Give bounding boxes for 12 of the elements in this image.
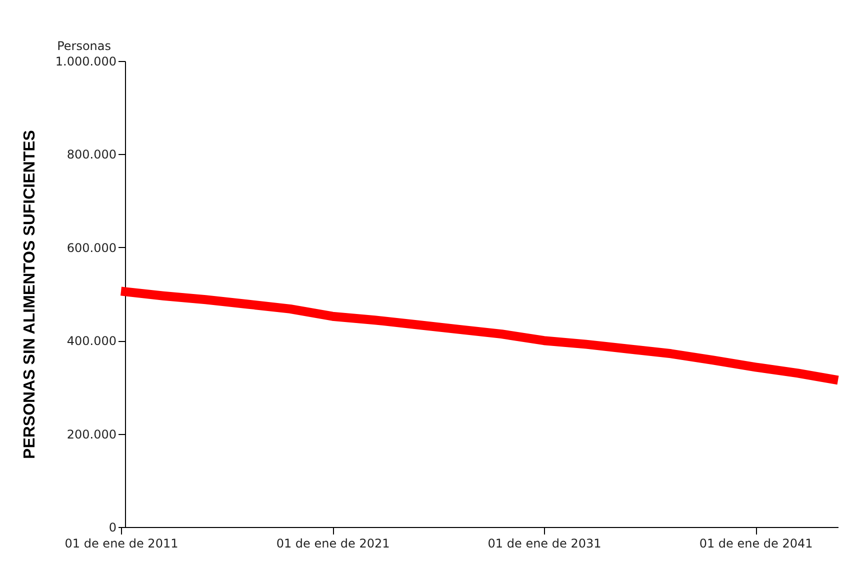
text: Personas <box>57 39 111 53</box>
y-tick-label: 0 <box>108 520 116 534</box>
y-tick-label: 600.000 <box>66 240 116 255</box>
y-tick-label: 200.000 <box>66 427 116 442</box>
x-tick-label: 01 de ene de 2021 <box>276 536 390 550</box>
x-tick-label: 01 de ene de 2041 <box>699 536 813 550</box>
y-axis-title: PERSONAS SIN ALIMENTOS SUFICIENTES <box>21 130 38 459</box>
y-tick-label: 400.000 <box>66 334 116 348</box>
y-tick-label: 1.000.000 <box>55 54 116 68</box>
x-tick-label: 01 de ene de 2031 <box>488 536 602 550</box>
x-tick-label: 01 de ene de 2011 <box>64 536 178 550</box>
y-tick-label: 800.000 <box>66 148 116 162</box>
